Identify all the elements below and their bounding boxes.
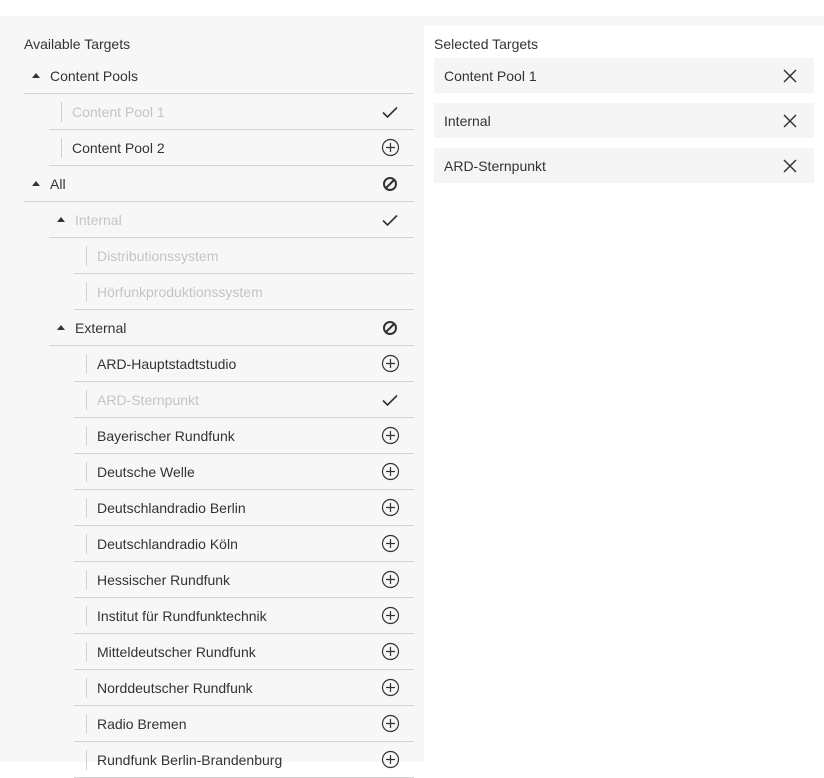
collapse-caret-icon[interactable] (57, 325, 65, 330)
remove-button[interactable] (780, 156, 800, 176)
tree-row-label: All (50, 175, 66, 192)
tree-group-row[interactable]: Internal (49, 202, 414, 238)
tree-row-label: External (75, 319, 127, 336)
add-circle-icon[interactable] (380, 534, 400, 554)
close-icon (783, 158, 797, 173)
tree-indent-line (86, 389, 87, 410)
add-circle-icon[interactable] (380, 642, 400, 662)
collapse-caret-icon[interactable] (57, 217, 65, 222)
tree-indent-line (86, 461, 87, 482)
tree-item-row[interactable]: Distributionssystem (74, 238, 414, 274)
tree-row-label: Deutsche Welle (97, 463, 195, 480)
tree-group-row[interactable]: External (49, 310, 414, 346)
tree-item-row[interactable]: ARD-Hauptstadtstudio (74, 346, 414, 382)
add-circle-icon[interactable] (380, 498, 400, 518)
tree-indent-line (86, 749, 87, 770)
tree-row-label: ARD-Sternpunkt (97, 391, 199, 408)
add-circle-icon[interactable] (380, 570, 400, 590)
tree-row-label: Deutschlandradio Berlin (97, 499, 246, 516)
empty-icon-slot (380, 246, 400, 266)
tree-indent-line (86, 497, 87, 518)
tree-item-row[interactable]: ARD-Sternpunkt (74, 382, 414, 418)
tree-indent-line (86, 569, 87, 590)
blocked-icon (380, 174, 400, 194)
remove-button[interactable] (780, 66, 800, 86)
empty-icon-slot (380, 282, 400, 302)
tree-item-row[interactable]: Hörfunkproduktionssystem (74, 274, 414, 310)
tree-item-row[interactable]: Institut für Rundfunktechnik (74, 598, 414, 634)
selected-target-item: Internal (434, 103, 814, 138)
tree-row-label: Content Pool 2 (72, 139, 165, 156)
tree-item-row[interactable]: Norddeutscher Rundfunk (74, 670, 414, 706)
close-icon (783, 113, 797, 128)
tree-row-label: Institut für Rundfunktechnik (97, 607, 267, 624)
add-circle-icon[interactable] (380, 750, 400, 770)
tree-indent-line (61, 137, 62, 158)
tree-item-row[interactable]: Content Pool 1 (49, 94, 414, 130)
tree-indent-line (86, 605, 87, 626)
add-circle-icon[interactable] (380, 354, 400, 374)
blocked-icon (380, 318, 400, 338)
available-targets-panel: Available Targets Content Pools Content P… (0, 16, 424, 778)
selected-target-item: Content Pool 1 (434, 58, 814, 93)
tree-item-row[interactable]: Deutschlandradio Köln (74, 526, 414, 562)
tree-group-row[interactable]: All (24, 166, 414, 202)
selected-target-label: Content Pool 1 (444, 67, 537, 84)
add-circle-icon[interactable] (380, 678, 400, 698)
selected-target-label: Internal (444, 112, 491, 129)
tree-row-label: Distributionssystem (97, 247, 219, 264)
tree-indent-line (86, 425, 87, 446)
panel-band (424, 16, 824, 26)
tree-indent-line (86, 281, 87, 302)
tree-item-row[interactable]: Bayerischer Rundfunk (74, 418, 414, 454)
check-icon (380, 102, 400, 122)
selected-target-item: ARD-Sternpunkt (434, 148, 814, 183)
tree-indent-line (86, 245, 87, 266)
remove-button[interactable] (780, 111, 800, 131)
tree-indent-line (86, 677, 87, 698)
close-icon (783, 68, 797, 83)
tree-item-row[interactable]: Deutschlandradio Berlin (74, 490, 414, 526)
tree-item-row[interactable]: Hessischer Rundfunk (74, 562, 414, 598)
tree-item-row[interactable]: Content Pool 2 (49, 130, 414, 166)
add-circle-icon[interactable] (380, 426, 400, 446)
tree-row-label: Hörfunkproduktionssystem (97, 283, 263, 300)
add-circle-icon[interactable] (380, 714, 400, 734)
tree-indent-line (86, 533, 87, 554)
tree-item-row[interactable]: Radio Bremen (74, 706, 414, 742)
tree-item-row[interactable]: Rundfunk Berlin-Brandenburg (74, 742, 414, 778)
check-icon (380, 210, 400, 230)
tree-item-row[interactable]: Deutsche Welle (74, 454, 414, 490)
add-circle-icon[interactable] (380, 138, 400, 158)
add-circle-icon[interactable] (380, 606, 400, 626)
add-circle-icon[interactable] (380, 462, 400, 482)
tree-row-label: Content Pools (50, 67, 138, 84)
tree-indent-line (86, 713, 87, 734)
tree-row-label: Deutschlandradio Köln (97, 535, 238, 552)
check-icon (380, 390, 400, 410)
tree-row-label: Mitteldeutscher Rundfunk (97, 643, 256, 660)
tree-row-label: Rundfunk Berlin-Brandenburg (97, 751, 283, 768)
selected-target-label: ARD-Sternpunkt (444, 157, 546, 174)
tree-row-label: Norddeutscher Rundfunk (97, 679, 253, 696)
tree-row-label: Internal (75, 211, 122, 228)
collapse-caret-icon[interactable] (32, 73, 40, 78)
selected-targets-heading: Selected Targets (434, 36, 539, 52)
tree-indent-line (61, 101, 62, 122)
tree-row-label: Radio Bremen (97, 715, 187, 732)
tree-row-label: ARD-Hauptstadtstudio (97, 355, 237, 372)
available-targets-heading: Available Targets (24, 36, 131, 52)
collapse-caret-icon[interactable] (32, 181, 40, 186)
tree-indent-line (86, 641, 87, 662)
selected-targets-panel: Selected Targets Content Pool 1 Internal A… (424, 26, 824, 762)
tree-row-label: Content Pool 1 (72, 103, 165, 120)
tree-indent-line (86, 353, 87, 374)
tree-item-row[interactable]: Mitteldeutscher Rundfunk (74, 634, 414, 670)
tree-group-row[interactable]: Content Pools (24, 58, 414, 94)
tree-row-label: Bayerischer Rundfunk (97, 427, 235, 444)
empty-icon-slot (380, 66, 400, 86)
tree-row-label: Hessischer Rundfunk (97, 571, 231, 588)
